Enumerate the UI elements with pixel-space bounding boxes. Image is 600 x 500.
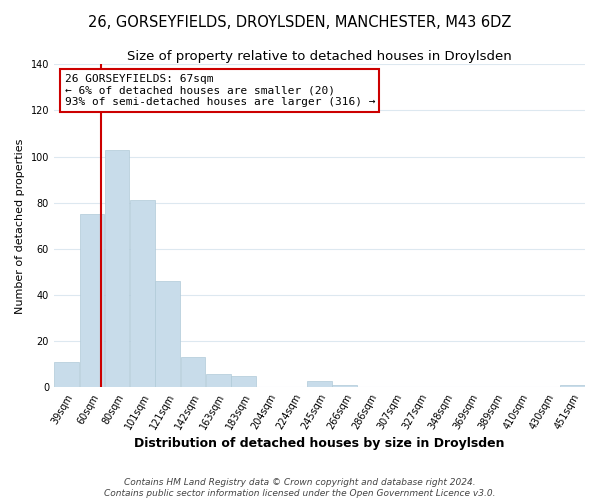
Bar bbox=[307, 380, 332, 388]
Bar bbox=[80, 214, 104, 388]
Bar bbox=[332, 385, 357, 388]
Bar bbox=[206, 374, 230, 388]
Bar bbox=[155, 282, 180, 388]
Text: 26 GORSEYFIELDS: 67sqm
← 6% of detached houses are smaller (20)
93% of semi-deta: 26 GORSEYFIELDS: 67sqm ← 6% of detached … bbox=[65, 74, 375, 107]
Bar bbox=[130, 200, 155, 388]
Title: Size of property relative to detached houses in Droylsden: Size of property relative to detached ho… bbox=[127, 50, 512, 63]
Bar bbox=[54, 362, 79, 388]
Bar bbox=[105, 150, 130, 388]
X-axis label: Distribution of detached houses by size in Droylsden: Distribution of detached houses by size … bbox=[134, 437, 505, 450]
Y-axis label: Number of detached properties: Number of detached properties bbox=[15, 138, 25, 314]
Text: 26, GORSEYFIELDS, DROYLSDEN, MANCHESTER, M43 6DZ: 26, GORSEYFIELDS, DROYLSDEN, MANCHESTER,… bbox=[88, 15, 512, 30]
Bar bbox=[560, 385, 584, 388]
Bar bbox=[181, 358, 205, 388]
Text: Contains HM Land Registry data © Crown copyright and database right 2024.
Contai: Contains HM Land Registry data © Crown c… bbox=[104, 478, 496, 498]
Bar bbox=[232, 376, 256, 388]
